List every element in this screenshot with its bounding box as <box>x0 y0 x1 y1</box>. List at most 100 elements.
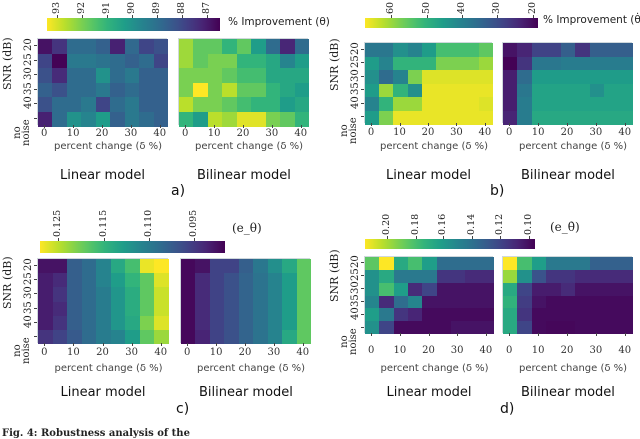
heatmap-cell <box>181 315 196 331</box>
colorbar-tick-label: 90 <box>126 1 138 14</box>
heatmap-cell <box>379 110 394 125</box>
heatmap-cell <box>465 295 481 309</box>
heatmap-cell <box>153 68 169 83</box>
heatmap-cell <box>503 295 518 309</box>
heatmap-cell <box>560 321 576 335</box>
heatmap-cell <box>393 43 409 57</box>
heatmap-cell <box>181 287 196 302</box>
heatmap-cell <box>589 110 605 125</box>
heatmap-cell <box>393 83 409 98</box>
colorbar-tick-label: 0.115 <box>98 209 110 237</box>
heatmap-cell <box>38 259 54 274</box>
heatmap-cell <box>294 82 310 98</box>
heatmap-cell <box>421 97 437 111</box>
heatmap-cell <box>517 257 533 271</box>
heatmap-cell <box>179 97 194 112</box>
heatmap-cell <box>618 269 634 284</box>
heatmap-cell <box>154 315 170 331</box>
colorbar-tick <box>532 15 534 18</box>
heatmap-cell <box>236 39 252 54</box>
y-tick-label: 35 <box>23 82 34 95</box>
heatmap-cell <box>95 39 111 54</box>
heatmap-cell <box>575 257 591 271</box>
heatmap-cell <box>81 39 97 54</box>
heatmap-cell <box>52 82 68 98</box>
heatmap-cell <box>154 273 170 288</box>
heatmap-cell <box>408 282 423 296</box>
heatmap-cell <box>531 56 547 71</box>
heatmap-cell <box>451 269 466 284</box>
heatmap-cell <box>38 53 53 69</box>
heatmap-cell <box>96 315 112 331</box>
heatmap-cell <box>179 68 194 83</box>
heatmap-cell <box>546 56 562 71</box>
heatmap-cell <box>110 111 126 127</box>
heatmap-cell <box>110 53 126 69</box>
y-tick-label: no noise <box>12 337 32 364</box>
bilinear-model-title: Bilinear model <box>521 385 615 400</box>
heatmap-cell <box>179 53 194 69</box>
heatmap-cell <box>95 53 111 69</box>
y-tick <box>34 279 37 281</box>
x-tick <box>538 333 540 336</box>
x-tick <box>216 343 218 346</box>
x-tick-label: 0 <box>41 347 48 358</box>
heatmap-cell <box>124 97 140 112</box>
y-tick-label: 35 <box>23 300 34 314</box>
heatmap-cell <box>236 97 252 112</box>
heatmap-cell <box>451 308 466 322</box>
heatmap-cell <box>38 82 53 98</box>
heatmap-cell <box>618 83 634 98</box>
heatmap-cell <box>282 301 298 317</box>
heatmap-cell <box>531 308 547 322</box>
x-tick-label: 40 <box>153 128 167 139</box>
heatmap-cell <box>193 97 209 112</box>
heatmap-cell <box>618 110 634 125</box>
heatmap-cell <box>465 308 481 322</box>
linear-model-title: Linear model <box>386 168 472 183</box>
heatmap-cell <box>393 110 409 125</box>
heatmap-cell <box>422 269 438 284</box>
heatmap-cell <box>294 68 310 83</box>
y-tick <box>361 62 364 64</box>
heatmap-cell <box>207 53 223 69</box>
heatmap-cell <box>207 111 223 127</box>
y-tick-label: 35 <box>350 82 361 96</box>
heatmap-cell <box>560 282 576 296</box>
heatmap-cell <box>393 70 409 84</box>
x-tick <box>485 333 487 336</box>
heatmap-cell <box>124 68 140 83</box>
heatmap-cell <box>238 287 254 302</box>
heatmap-cell <box>478 70 494 84</box>
heatmap-cell <box>464 43 480 57</box>
heatmap-cell <box>253 259 269 274</box>
figure-caption: Fig. 4: Robustness analysis of the <box>2 428 190 439</box>
heatmap-cell <box>193 68 209 83</box>
heatmap-cell <box>38 287 54 302</box>
heatmap-cell <box>179 39 194 54</box>
x-tick <box>484 123 486 126</box>
heatmap-cell <box>531 257 547 271</box>
heatmap-cell <box>575 269 591 284</box>
heatmap-cell <box>618 257 634 271</box>
heatmap-cell <box>251 111 267 127</box>
x-tick <box>567 333 568 336</box>
colorbar-tick-label: 0.10 <box>523 213 535 235</box>
heatmap-cell <box>224 287 240 302</box>
heatmap-cell <box>125 259 141 274</box>
heatmap-cell <box>67 329 83 345</box>
x-axis-label: percent change (δ %) <box>54 141 163 152</box>
heatmap-cell <box>95 68 111 83</box>
heatmap-cell <box>436 56 451 71</box>
heatmap-cell <box>52 53 68 69</box>
heatmap-cell <box>52 97 68 112</box>
heatmap-cell <box>421 83 437 98</box>
heatmap-cell <box>464 56 480 71</box>
heatmap-cell <box>379 321 395 335</box>
y-tick-label: 25 <box>350 268 361 282</box>
heatmap-cell <box>604 43 620 57</box>
heatmap-cell <box>465 321 481 335</box>
heatmap-cell <box>604 282 620 296</box>
linear-model-title: Linear model <box>60 168 146 183</box>
heatmap-cell <box>465 269 481 284</box>
